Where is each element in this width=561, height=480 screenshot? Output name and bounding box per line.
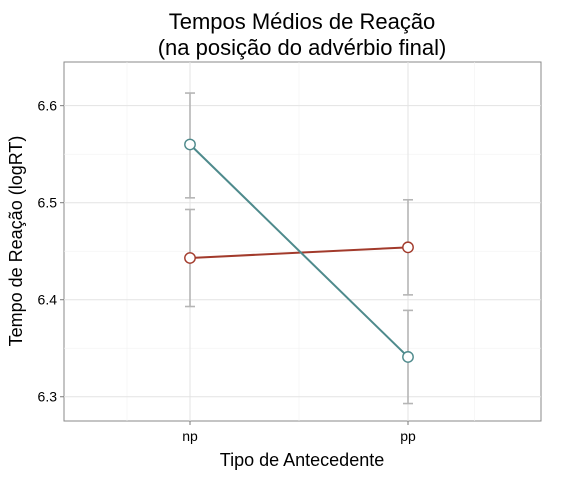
x-axis-ticks: np pp [182, 421, 416, 444]
chart-title-line-1: Tempos Médios de Reação [169, 9, 436, 34]
x-tick-label: pp [400, 428, 416, 444]
series-line-1 [189, 246, 409, 259]
y-tick-label: 6.5 [38, 195, 58, 211]
series-line-2 [189, 143, 409, 358]
plot-area: 6.3 6.4 6.5 6.6 np pp [38, 61, 542, 444]
data-point-series-2 [402, 351, 414, 363]
plot-panel [63, 61, 542, 422]
y-tick-label: 6.4 [38, 292, 58, 308]
y-axis-title: Tempo de Reação (logRT) [6, 136, 26, 347]
data-point-series-1 [184, 252, 196, 264]
x-axis-title: Tipo de Antecedente [220, 450, 384, 470]
chart-title-line-2: (na posição do advérbio final) [158, 35, 447, 60]
x-tick-label: np [182, 428, 198, 444]
data-point-series-2 [184, 138, 196, 151]
y-axis-ticks: 6.3 6.4 6.5 6.6 [38, 98, 64, 405]
series-layer [184, 92, 414, 405]
y-tick-label: 6.6 [38, 98, 58, 114]
data-point-series-1 [402, 241, 414, 254]
y-tick-label: 6.3 [38, 389, 58, 405]
